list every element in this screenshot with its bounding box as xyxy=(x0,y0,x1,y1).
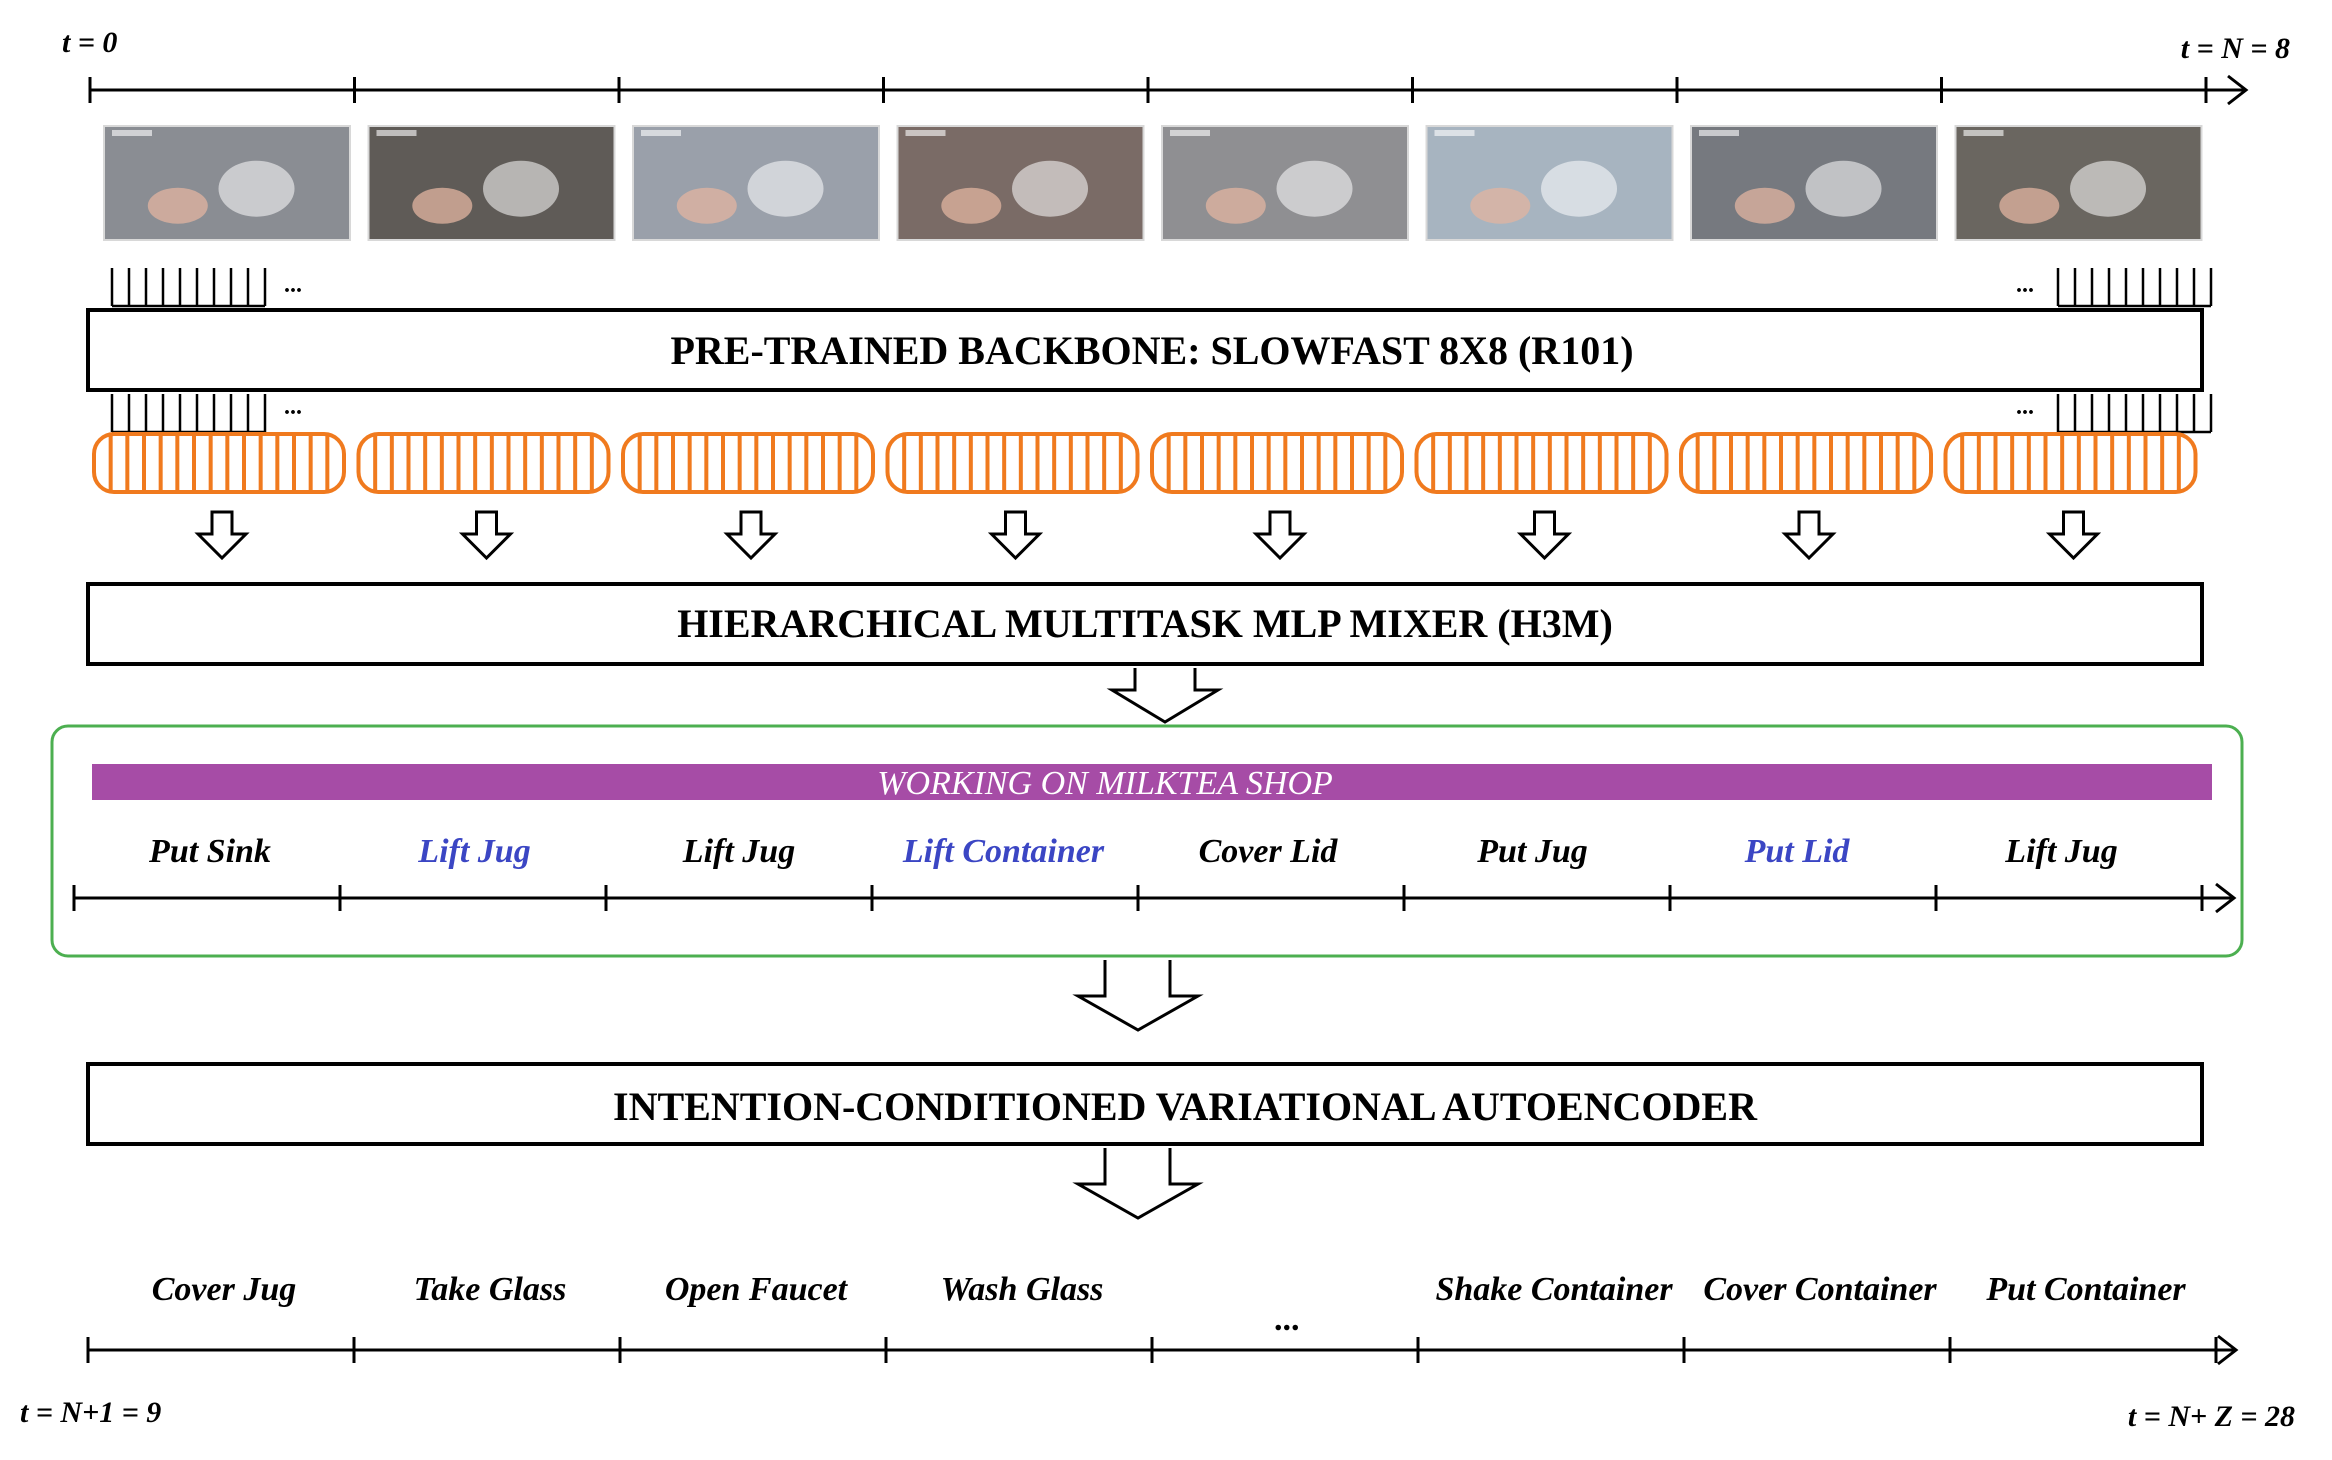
feature-token xyxy=(885,432,1140,494)
arrowhead-icon xyxy=(2227,74,2249,106)
observed-action-label: Put Sink xyxy=(148,833,271,870)
big-down-arrow-icon xyxy=(1106,668,1224,724)
video-frame xyxy=(367,125,616,241)
observed-action-label: Lift Jug xyxy=(417,833,530,870)
video-frame xyxy=(1690,125,1938,241)
video-frame xyxy=(1954,125,2203,241)
big-down-arrow-icon xyxy=(1072,1148,1204,1220)
backbone-dots-left-bottom: ... xyxy=(284,394,302,420)
mixer-box xyxy=(86,582,2204,666)
observed-action-label: Cover Lid xyxy=(1199,833,1339,870)
input-timeline xyxy=(88,74,2249,106)
predicted-action-label: Shake Container xyxy=(1435,1271,1673,1308)
feature-token xyxy=(621,432,875,494)
feature-token xyxy=(1150,432,1404,494)
predicted-actions: Cover Jug Take Glass Open Faucet Wash Glass… xyxy=(152,1271,2187,1338)
observed-actions: Put Sink Lift Jug Lift Jug Lift Container Co… xyxy=(148,833,2118,870)
vae-title: INTENTION-CONDITIONED VARIATIONAL AUTOEN… xyxy=(613,1084,1758,1129)
arrowhead-icon xyxy=(2217,1334,2239,1366)
backbone-dots-left-top: ... xyxy=(284,272,302,298)
feature-token xyxy=(356,432,611,494)
backbone-dots-right-top: ... xyxy=(2016,272,2034,298)
time-end-label: t = N = 8 xyxy=(2181,32,2290,65)
feature-token xyxy=(1414,432,1669,494)
predicted-action-label: Cover Container xyxy=(1703,1271,1937,1308)
observed-action-label: Lift Container xyxy=(902,833,1105,870)
down-arrow-icon xyxy=(458,510,515,561)
video-frame xyxy=(103,125,351,241)
feature-tokens xyxy=(92,432,2198,494)
video-frame xyxy=(1425,125,1674,241)
feature-token xyxy=(1679,432,1933,494)
down-arrow-icon xyxy=(1516,510,1573,561)
intention-band xyxy=(92,764,2212,800)
down-arrow-icon xyxy=(2045,510,2102,561)
backbone-title: PRE-TRAINED BACKBONE: SLOWFAST 8X8 (R101… xyxy=(670,328,1633,373)
observed-action-label: Lift Jug xyxy=(682,833,795,870)
down-arrow-icon xyxy=(194,510,250,561)
mixer-title: HIERARCHICAL MULTITASK MLP MIXER (H3M) xyxy=(677,601,1613,646)
predicted-action-label: Put Container xyxy=(1985,1271,2186,1308)
token-arrows xyxy=(194,510,2102,561)
predicted-action-label: Open Faucet xyxy=(665,1271,849,1308)
backbone-box xyxy=(86,308,2204,392)
arrowhead-icon xyxy=(2215,882,2237,914)
future-start-label: t = N+1 = 9 xyxy=(20,1396,161,1429)
down-arrow-icon xyxy=(1781,510,1837,561)
observed-timeline xyxy=(72,882,2237,914)
future-end-label: t = N+ Z = 28 xyxy=(2128,1400,2295,1433)
time-start-label: t = 0 xyxy=(62,26,117,59)
video-frame xyxy=(896,125,1145,241)
feature-token xyxy=(1943,432,2198,494)
video-frame xyxy=(1161,125,1409,241)
predicted-timeline xyxy=(86,1334,2239,1366)
observed-action-label: Lift Jug xyxy=(2004,833,2117,870)
predicted-action-label: Wash Glass xyxy=(941,1271,1104,1308)
intention-panel xyxy=(50,724,2244,958)
backbone-dots-right-bottom: ... xyxy=(2016,394,2034,420)
observed-action-label: Put Jug xyxy=(1476,833,1588,870)
observed-action-label: Put Lid xyxy=(1744,833,1851,870)
ellipsis-label: ... xyxy=(1275,1301,1301,1338)
predicted-action-label: Cover Jug xyxy=(152,1271,297,1308)
predicted-action-label: Take Glass xyxy=(414,1271,567,1308)
intention-label: WORKING ON MILKTEA SHOP xyxy=(877,765,1333,802)
vae-box xyxy=(86,1062,2204,1146)
down-arrow-icon xyxy=(1252,510,1308,561)
video-frame xyxy=(632,125,880,241)
down-arrow-icon xyxy=(723,510,779,561)
video-frames xyxy=(103,125,2203,241)
down-arrow-icon xyxy=(987,510,1044,561)
big-down-arrow-icon xyxy=(1072,960,1204,1032)
feature-token xyxy=(92,432,346,494)
